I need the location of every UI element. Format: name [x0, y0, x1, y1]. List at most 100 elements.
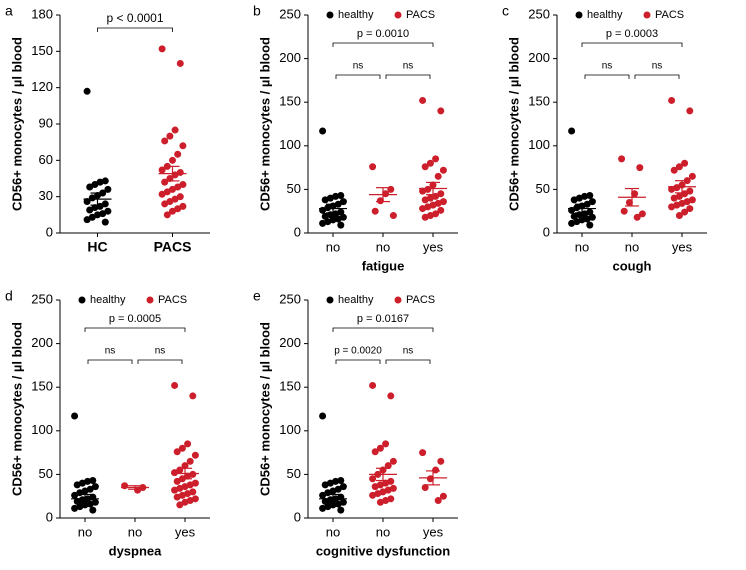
data-point — [371, 483, 379, 491]
data-point — [83, 216, 91, 224]
data-point — [324, 204, 332, 212]
data-point — [86, 500, 94, 508]
data-point — [176, 193, 184, 201]
data-point — [83, 198, 91, 206]
data-point — [321, 196, 329, 204]
data-point — [675, 163, 683, 171]
y-tick-label: 0 — [294, 224, 301, 239]
data-point — [169, 207, 176, 215]
legend-label: PACS — [158, 294, 187, 306]
y-tick-label: 150 — [31, 43, 53, 58]
y-tick-label: 0 — [46, 224, 53, 239]
y-tick-label: 200 — [31, 335, 53, 350]
data-point — [94, 211, 101, 219]
y-tick-label: 100 — [528, 137, 550, 152]
significance-bracket — [335, 359, 381, 364]
y-tick-label: 100 — [31, 422, 53, 437]
data-point — [101, 218, 109, 226]
data-point — [321, 481, 329, 489]
y-tick-label: 0 — [46, 509, 53, 524]
panel-label: d — [5, 288, 13, 304]
legend-label: PACS — [655, 9, 684, 21]
data-point — [389, 457, 397, 465]
data-point — [686, 107, 694, 115]
data-point — [186, 457, 194, 465]
data-point — [573, 204, 581, 212]
data-point — [174, 205, 182, 213]
legend-marker — [326, 11, 334, 19]
data-point — [421, 213, 429, 221]
data-point — [174, 150, 182, 158]
data-point — [104, 185, 112, 193]
data-point — [583, 215, 591, 223]
x-tick-label: no — [575, 239, 589, 254]
significance-label: ns — [652, 61, 663, 72]
data-point — [184, 440, 192, 448]
legend-label: healthy — [338, 9, 374, 21]
data-point — [332, 210, 340, 218]
significance-bracket — [385, 359, 431, 364]
data-point — [389, 212, 397, 220]
data-point — [71, 491, 79, 499]
data-point — [568, 127, 576, 135]
data-point — [371, 448, 379, 456]
data-point — [638, 210, 646, 218]
panel-label: b — [253, 3, 261, 19]
significance-bracket — [84, 327, 186, 332]
legend-marker — [575, 11, 583, 19]
data-point — [633, 213, 641, 221]
significance-label: p = 0.0167 — [357, 313, 409, 325]
legend-marker — [326, 296, 334, 304]
data-point — [104, 207, 112, 215]
data-point — [339, 198, 347, 206]
data-point — [89, 506, 97, 514]
data-point — [419, 96, 427, 104]
panel: b CD56+ monocytes / µl blood 0 50 100 150 200 2… — [253, 3, 458, 273]
y-tick-label: 0 — [543, 224, 550, 239]
y-tick-label: 180 — [31, 6, 53, 21]
y-tick-label: 60 — [39, 152, 53, 167]
data-point — [432, 466, 440, 474]
data-point — [586, 192, 594, 200]
data-point — [181, 498, 189, 506]
data-point — [163, 211, 171, 219]
x-tick-label: HC — [87, 239, 107, 255]
data-point — [91, 483, 99, 491]
x-axis-label: fatigue — [362, 258, 405, 273]
data-point — [437, 107, 445, 115]
y-tick-label: 50 — [287, 181, 301, 196]
data-point — [434, 172, 442, 180]
significance-bracket — [332, 42, 434, 47]
data-point — [176, 59, 184, 67]
significance-label: p < 0.0001 — [106, 11, 163, 25]
data-point — [171, 195, 179, 203]
panel-label: a — [5, 3, 13, 19]
data-point — [319, 127, 327, 135]
x-tick-label: no — [326, 239, 340, 254]
x-tick-label: yes — [423, 524, 444, 539]
data-point — [419, 449, 427, 457]
y-tick-label: 250 — [279, 291, 301, 306]
data-point — [688, 172, 696, 180]
panel: e CD56+ monocytes / µl blood 0 50 100 150 200 2… — [253, 288, 458, 558]
x-tick-label: no — [78, 524, 92, 539]
data-point — [337, 221, 345, 229]
data-point — [675, 212, 683, 220]
legend-marker — [394, 296, 402, 304]
x-tick-label: yes — [423, 239, 444, 254]
data-point — [321, 212, 329, 220]
data-point — [668, 96, 676, 104]
data-point — [179, 142, 187, 150]
data-point — [636, 164, 644, 172]
data-point — [91, 181, 99, 189]
data-point — [434, 497, 442, 505]
data-point — [91, 204, 99, 212]
data-point — [88, 213, 96, 221]
data-point — [134, 486, 142, 494]
data-point — [158, 190, 166, 198]
data-point — [173, 448, 181, 456]
data-point — [173, 493, 181, 501]
data-point — [161, 178, 169, 186]
data-point — [319, 206, 327, 214]
